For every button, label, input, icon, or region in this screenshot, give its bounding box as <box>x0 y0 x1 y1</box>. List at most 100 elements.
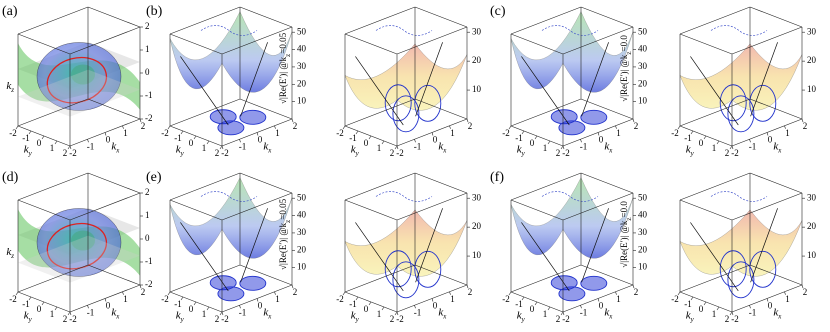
x-tick <box>104 298 107 302</box>
x-tick-label: 1 <box>123 294 128 304</box>
z-tick-label: 50 <box>297 192 307 202</box>
x-tick-label: -2 <box>69 148 77 158</box>
y-tick-label: -2 <box>502 128 510 138</box>
y-tick <box>677 291 681 296</box>
box-edge <box>679 98 751 127</box>
y-tick <box>355 130 359 135</box>
z-axis-title-sub: z <box>625 51 633 54</box>
y-tick <box>219 311 223 316</box>
z-tick-label: -1 <box>145 256 153 266</box>
y-tick <box>521 130 525 135</box>
z-tick-label: 10 <box>807 84 817 94</box>
z-axis-title-tail: =0.05 <box>278 198 288 219</box>
z-axis-title: √|Re(E′)| @kz=0.0 <box>619 35 633 102</box>
x-axis-label-sub: x <box>267 146 272 154</box>
box-edge <box>679 172 751 201</box>
y-tick-label: -1 <box>22 133 30 143</box>
y-tick <box>67 145 71 150</box>
branch-line <box>180 42 268 126</box>
x-tick <box>615 125 617 129</box>
y-axis-label: ky <box>351 309 360 323</box>
x-axis-label-sub: x <box>442 146 447 154</box>
x-tick-label: -1 <box>749 141 757 151</box>
y-tick <box>547 306 551 311</box>
z-tick-label: 50 <box>638 26 648 36</box>
y-tick <box>508 291 512 296</box>
x-tick-label: -2 <box>396 148 404 158</box>
loop <box>414 84 442 122</box>
x-tick <box>274 291 276 295</box>
x-tick-label: 1 <box>275 294 280 304</box>
y-axis-label: ky <box>24 143 33 157</box>
x-tick-label: -1 <box>414 307 422 317</box>
y-tick-label: 1 <box>202 309 207 319</box>
red-loop <box>46 56 108 104</box>
z-axis-title-sub: z <box>284 54 292 57</box>
y-tick <box>342 125 346 130</box>
x-tick-label: -2 <box>221 148 229 158</box>
z-tick-label: 40 <box>297 210 307 220</box>
surface <box>679 209 803 277</box>
box-edge <box>414 264 468 286</box>
y-axis-label-main: k <box>351 309 357 321</box>
y-axis-label-sub: y <box>355 149 360 157</box>
y-axis-label-main: k <box>686 143 692 155</box>
y-axis-label-main: k <box>517 143 523 155</box>
y-tick-label: -1 <box>349 133 357 143</box>
x-tick-label: 2 <box>468 121 473 131</box>
x-tick-label: 2 <box>293 121 298 131</box>
y-tick-label: -1 <box>174 133 182 143</box>
surface <box>679 43 803 111</box>
projection <box>200 25 258 36</box>
x-tick <box>87 305 89 309</box>
box-edge <box>679 33 733 55</box>
y-tick-label: -1 <box>174 299 182 309</box>
x-tick-label: -2 <box>562 314 570 324</box>
panel-label: (f) <box>490 170 504 185</box>
x-tick <box>580 139 582 143</box>
box-edge <box>344 98 416 127</box>
y-tick <box>703 135 707 140</box>
y-tick-label: 2 <box>725 148 730 158</box>
x-tick <box>221 311 224 316</box>
y-tick <box>219 145 223 150</box>
x-tick <box>414 305 416 309</box>
y-tick <box>54 306 58 311</box>
plane <box>18 69 140 117</box>
x-tick <box>69 145 72 150</box>
x-axis-label-sub: x <box>608 146 613 154</box>
projection <box>375 191 433 202</box>
y-tick-label: 0 <box>364 304 369 314</box>
loop <box>580 275 608 291</box>
y-tick <box>180 130 184 135</box>
loop <box>749 84 777 122</box>
y-tick <box>534 301 538 306</box>
x-tick-label: 0 <box>433 301 438 311</box>
x-tick <box>291 284 294 289</box>
y-tick <box>15 125 19 130</box>
box-edge <box>239 172 293 194</box>
box-edge <box>344 6 416 35</box>
y-axis-label-sub: y <box>355 315 360 323</box>
x-tick-label: -1 <box>239 141 247 151</box>
y-tick-label: 2 <box>556 148 561 158</box>
box-edge <box>169 6 241 35</box>
x-tick <box>766 298 769 302</box>
y-tick <box>381 140 385 145</box>
x-tick <box>562 145 565 150</box>
y-tick-label: 1 <box>377 309 382 319</box>
y-tick-label: -2 <box>161 128 169 138</box>
panel-label: (b) <box>146 4 163 19</box>
y-axis-label-sub: y <box>690 315 695 323</box>
z-tick-label: 50 <box>297 26 307 36</box>
x-tick-label: 0 <box>433 135 438 145</box>
x-tick <box>139 118 142 123</box>
projection <box>200 191 258 202</box>
x-tick <box>256 132 259 136</box>
z-tick-label: 20 <box>472 221 482 231</box>
box-edge <box>169 98 241 127</box>
y-tick-label: -2 <box>161 294 169 304</box>
y-tick-label: 2 <box>63 148 68 158</box>
y-tick-label: 2 <box>215 148 220 158</box>
x-tick <box>69 311 72 316</box>
